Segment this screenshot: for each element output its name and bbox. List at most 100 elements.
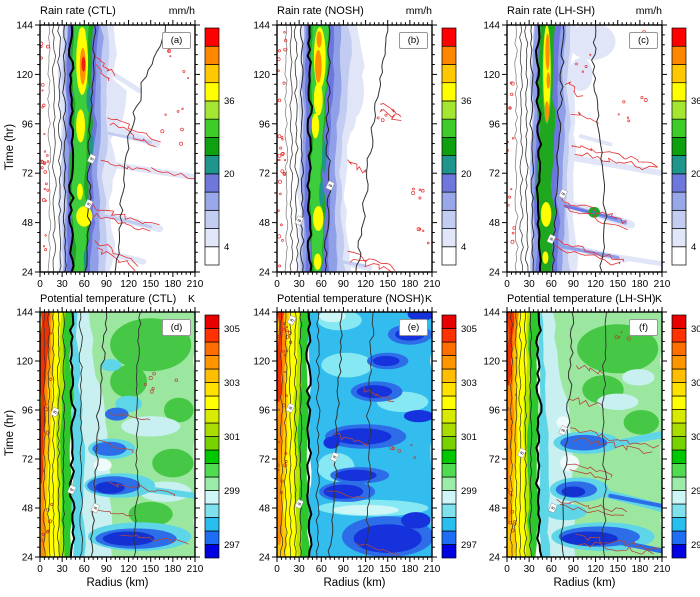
svg-text:30: 30 [294, 564, 306, 575]
svg-text:150: 150 [379, 564, 396, 575]
svg-text:305: 305 [224, 324, 240, 335]
svg-text:180: 180 [402, 279, 419, 290]
svg-text:20: 20 [461, 169, 472, 180]
svg-text:8: 8 [289, 318, 296, 323]
svg-text:30: 30 [294, 279, 306, 290]
svg-text:120: 120 [357, 279, 374, 290]
svg-text:144: 144 [253, 21, 270, 32]
svg-text:303: 303 [461, 378, 477, 389]
svg-text:90: 90 [568, 279, 580, 290]
svg-text:60: 60 [546, 279, 558, 290]
svg-text:24: 24 [22, 553, 34, 564]
panel-d-unit-label: K [187, 293, 195, 305]
panel-d-title: Potential temperature (CTL) [40, 293, 177, 305]
svg-text:96: 96 [259, 119, 271, 130]
panel-a-unit-label: mm/h [168, 5, 195, 17]
svg-text:0: 0 [274, 564, 280, 575]
panel-e-title: Potential temperature (NOSH) [277, 293, 425, 305]
svg-text:30: 30 [524, 564, 536, 575]
svg-text:72: 72 [22, 169, 34, 180]
svg-text:180: 180 [632, 564, 649, 575]
x-axis-title-right: Radius (km) [553, 577, 616, 589]
panel-f-unit-label: K [654, 293, 662, 305]
svg-text:96: 96 [22, 406, 34, 417]
panel-c-letter: (c) [629, 32, 658, 49]
svg-text:24: 24 [489, 268, 501, 279]
svg-text:120: 120 [16, 357, 33, 368]
svg-text:0: 0 [274, 279, 280, 290]
svg-text:180: 180 [165, 564, 182, 575]
svg-text:303: 303 [691, 378, 700, 389]
svg-text:4: 4 [691, 242, 696, 253]
svg-text:96: 96 [259, 406, 271, 417]
svg-text:8: 8 [89, 156, 96, 161]
svg-text:24: 24 [259, 268, 271, 279]
svg-text:36: 36 [461, 96, 472, 107]
svg-text:144: 144 [253, 308, 270, 319]
svg-text:60: 60 [79, 279, 91, 290]
svg-text:180: 180 [632, 279, 649, 290]
svg-text:36: 36 [691, 96, 700, 107]
panel-f-title: Potential temperature (LH-SH) [507, 293, 656, 305]
svg-text:72: 72 [489, 455, 501, 466]
svg-text:301: 301 [461, 432, 477, 443]
svg-text:301: 301 [691, 432, 700, 443]
svg-text:90: 90 [338, 564, 350, 575]
svg-text:8: 8 [93, 506, 100, 511]
svg-text:180: 180 [402, 564, 419, 575]
svg-text:30: 30 [57, 564, 69, 575]
svg-text:8: 8 [561, 428, 568, 433]
svg-text:90: 90 [101, 279, 113, 290]
svg-text:120: 120 [120, 564, 137, 575]
svg-text:301: 301 [224, 432, 240, 443]
panel-e-letter: (e) [399, 319, 428, 336]
svg-text:305: 305 [461, 324, 477, 335]
svg-text:90: 90 [101, 564, 113, 575]
x-axis-title-left: Radius (km) [86, 577, 149, 589]
svg-text:90: 90 [568, 564, 580, 575]
svg-text:30: 30 [524, 279, 536, 290]
svg-text:8: 8 [297, 218, 304, 223]
svg-text:120: 120 [483, 70, 500, 81]
svg-text:20: 20 [691, 169, 700, 180]
svg-text:72: 72 [22, 455, 34, 466]
svg-text:48: 48 [259, 504, 271, 515]
svg-text:48: 48 [259, 218, 271, 229]
svg-text:120: 120 [587, 564, 604, 575]
svg-text:90: 90 [338, 279, 350, 290]
svg-text:4: 4 [224, 242, 229, 253]
svg-text:0: 0 [37, 564, 43, 575]
svg-text:150: 150 [142, 279, 159, 290]
svg-text:4: 4 [461, 242, 466, 253]
svg-text:210: 210 [654, 279, 671, 290]
svg-text:0: 0 [504, 564, 510, 575]
svg-text:72: 72 [489, 169, 501, 180]
svg-text:8: 8 [69, 487, 76, 492]
svg-text:48: 48 [489, 504, 501, 515]
svg-text:299: 299 [691, 486, 700, 497]
svg-text:144: 144 [483, 308, 500, 319]
svg-text:120: 120 [16, 70, 33, 81]
svg-text:8: 8 [297, 501, 304, 506]
svg-text:120: 120 [357, 564, 374, 575]
svg-text:120: 120 [120, 279, 137, 290]
y-axis-title-bottom-row: Time (hr) [4, 409, 16, 457]
svg-text:60: 60 [79, 564, 91, 575]
panel-b-unit-label: mm/h [405, 5, 432, 17]
svg-text:60: 60 [316, 279, 328, 290]
panel-b-title: Rain rate (NOSH) [277, 5, 364, 17]
svg-text:8: 8 [550, 506, 557, 511]
svg-text:150: 150 [379, 279, 396, 290]
svg-text:72: 72 [259, 455, 271, 466]
svg-text:8: 8 [328, 183, 335, 188]
svg-text:60: 60 [546, 564, 558, 575]
svg-text:8: 8 [332, 455, 339, 460]
svg-text:8: 8 [549, 237, 556, 242]
svg-text:150: 150 [609, 564, 626, 575]
svg-text:305: 305 [691, 324, 700, 335]
panel-a-letter: (a) [162, 32, 191, 49]
x-axis-title-middle: Radius (km) [323, 577, 386, 589]
svg-text:8: 8 [561, 191, 568, 196]
svg-text:210: 210 [424, 564, 441, 575]
